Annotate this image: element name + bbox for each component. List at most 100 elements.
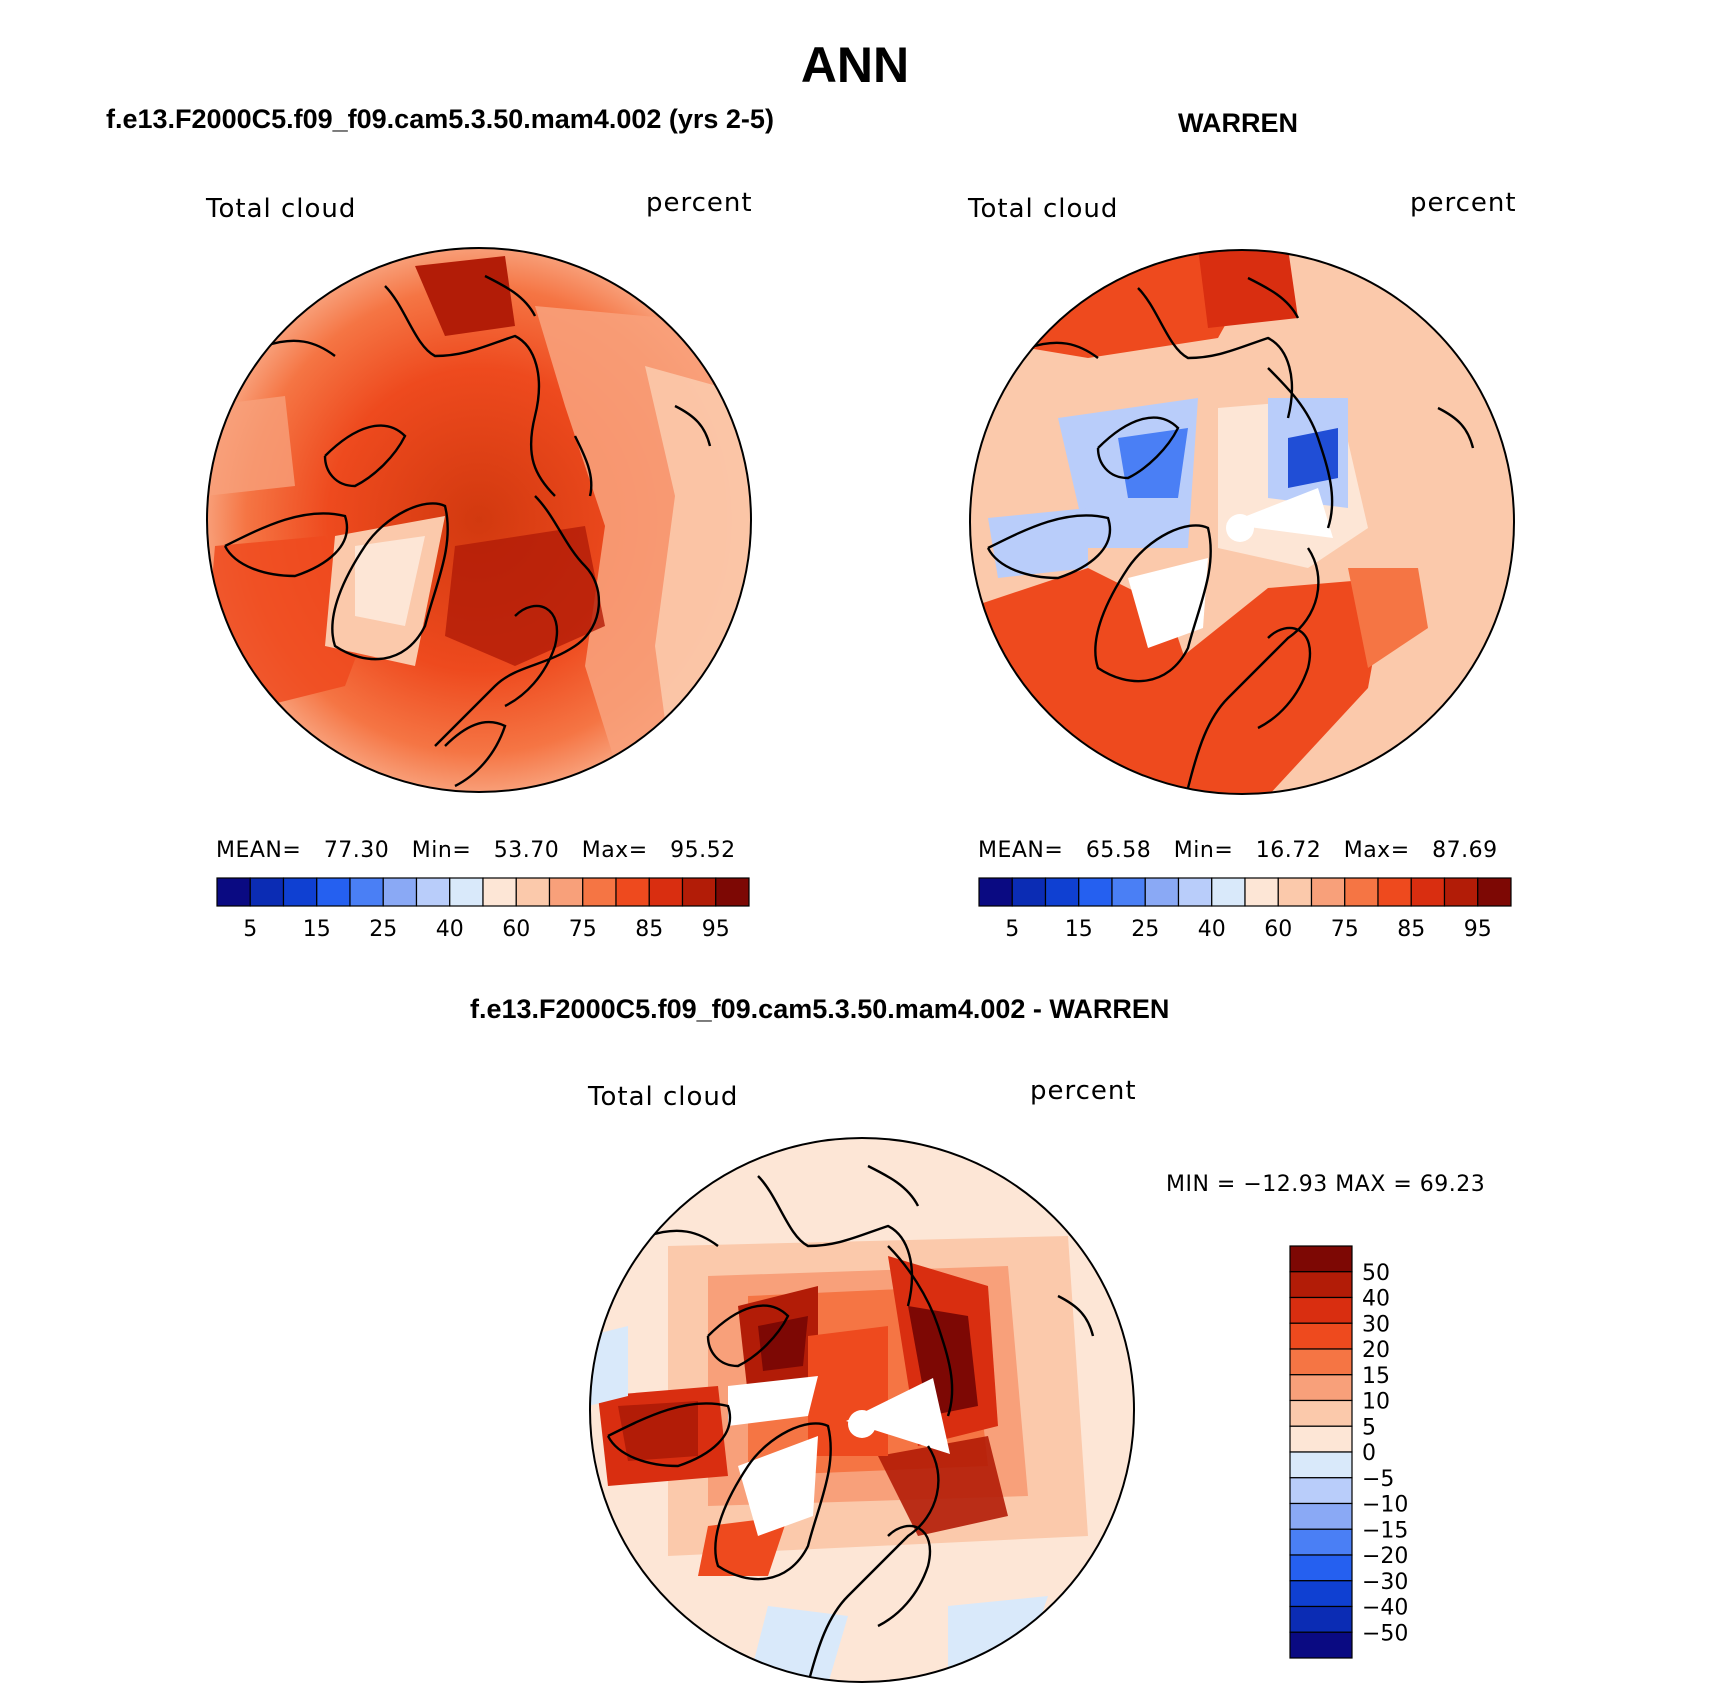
colorbar-swatch [1289, 1271, 1353, 1299]
colorbar-swatch [1289, 1374, 1353, 1402]
colorbar-swatch [1144, 877, 1180, 907]
colorbar-tick-label: 95 [702, 917, 730, 942]
colorbar-tick-label: 40 [436, 917, 464, 942]
colorbar-tick-label: 85 [635, 917, 663, 942]
colorbar-swatch [1289, 1528, 1353, 1556]
colorbar-swatch [1289, 1348, 1353, 1376]
colorbar-tick-label: 30 [1362, 1312, 1390, 1337]
colorbar-swatch [316, 877, 351, 907]
map-diff [589, 1137, 1135, 1683]
panel-diff-left-label: Total cloud [588, 1082, 739, 1112]
colorbar-swatch [1211, 877, 1246, 907]
max-value: 87.69 [1432, 838, 1498, 863]
colorbar-tick-label: 5 [1362, 1415, 1376, 1440]
colorbar-tick-label: −15 [1362, 1518, 1408, 1543]
colorbar-swatch [1289, 1554, 1353, 1582]
colorbar-tick-label: 25 [369, 917, 397, 942]
colorbar-obs: 5 15 25 40 60 75 85 95 [978, 877, 1512, 942]
colorbar-tick-label: 15 [1065, 917, 1093, 942]
min-value: 16.72 [1255, 838, 1322, 863]
colorbar-swatch [648, 877, 684, 907]
panel-diff-case-title: f.e13.F2000C5.f09_f09.cam5.3.50.mam4.002… [470, 994, 1170, 1024]
colorbar-swatch [1011, 877, 1047, 907]
colorbar-tick-label: 85 [1397, 917, 1425, 942]
colorbar-tick-label: −5 [1362, 1467, 1394, 1492]
colorbar-swatch [1289, 1399, 1353, 1427]
colorbar-swatch [349, 877, 384, 907]
panel-obs-right-label: percent [1410, 188, 1517, 218]
colorbar-tick-label: 25 [1131, 917, 1159, 942]
panel-diff-right-label: percent [1030, 1076, 1137, 1106]
colorbar-swatch [449, 877, 484, 907]
colorbar-tick-label: 20 [1362, 1338, 1390, 1363]
colorbar-tick-label: −50 [1362, 1621, 1408, 1646]
colorbar-tick-label: 75 [1331, 917, 1359, 942]
colorbar-swatch [249, 877, 285, 907]
colorbar-swatch [1377, 877, 1412, 907]
colorbar-swatch [1289, 1477, 1353, 1505]
colorbar-tick-label: 10 [1362, 1390, 1390, 1415]
colorbar-swatch [1289, 1425, 1353, 1453]
mean-value: 65.58 [1085, 838, 1152, 863]
colorbar-swatch [482, 877, 517, 907]
colorbar-tick-label: 60 [1264, 917, 1292, 942]
colorbar-swatch [282, 877, 318, 907]
mean-label: MEAN= [216, 838, 302, 863]
colorbar-swatch [1289, 1451, 1353, 1479]
colorbar-swatch [216, 877, 251, 907]
colorbar-swatch [415, 877, 451, 907]
colorbar-swatch [1111, 877, 1146, 907]
colorbar-tick-label: 5 [243, 917, 257, 942]
panel-model-right-label: percent [646, 188, 753, 218]
min-label: Min= [1173, 838, 1234, 863]
colorbar-model: 5 15 25 40 60 75 85 95 [216, 877, 750, 942]
panel-obs-case-title: WARREN [1178, 108, 1298, 138]
colorbar-tick-label: 40 [1198, 917, 1226, 942]
colorbar-tick-label: −20 [1362, 1544, 1408, 1569]
colorbar-swatch [715, 877, 750, 907]
colorbar-swatch [978, 877, 1013, 907]
figure-title: ANN [800, 37, 910, 93]
colorbar-tick-label: 0 [1362, 1441, 1376, 1466]
colorbar-swatch [382, 877, 418, 907]
colorbar-tick-label: −40 [1362, 1596, 1408, 1621]
colorbar-swatch [1277, 877, 1313, 907]
colorbar-swatch [1289, 1502, 1353, 1530]
max-label: Max= [1343, 838, 1410, 863]
colorbar-tick-label: 60 [502, 917, 530, 942]
colorbar-tick-label: 75 [569, 917, 597, 942]
colorbar-swatch [582, 877, 617, 907]
colorbar-swatch [1289, 1322, 1353, 1350]
colorbar-swatch [1289, 1605, 1353, 1633]
min-value: 53.70 [493, 838, 560, 863]
min-label: Min= [411, 838, 472, 863]
colorbar-swatch [1289, 1245, 1353, 1273]
colorbar-swatch [1344, 877, 1379, 907]
map-obs [969, 249, 1515, 795]
panel-diff-minmax: MIN = −12.93 MAX = 69.23 [1166, 1172, 1486, 1197]
colorbar-swatch [1443, 877, 1479, 907]
colorbar-swatch [548, 877, 584, 907]
map-model [206, 247, 752, 793]
colorbar-swatch [1310, 877, 1346, 907]
colorbar-tick-label: −10 [1362, 1493, 1408, 1518]
max-value: 95.52 [670, 838, 736, 863]
panel-obs-stats: MEAN= 65.58 Min= 16.72 Max= 87.69 [978, 838, 1498, 863]
panel-model-left-label: Total cloud [206, 194, 357, 224]
colorbar-swatch [1244, 877, 1279, 907]
colorbar-swatch [1410, 877, 1446, 907]
mean-value: 77.30 [323, 838, 390, 863]
panel-model-stats: MEAN= 77.30 Min= 53.70 Max= 95.52 [216, 838, 736, 863]
colorbar-swatch [1289, 1631, 1353, 1659]
colorbar-tick-label: 15 [1362, 1364, 1390, 1389]
colorbar-swatch [1078, 877, 1113, 907]
colorbar-swatch [1477, 877, 1512, 907]
mean-label: MEAN= [978, 838, 1064, 863]
colorbar-swatch [1289, 1296, 1353, 1324]
colorbar-swatch [1177, 877, 1213, 907]
colorbar-swatch [681, 877, 717, 907]
max-label: Max= [581, 838, 648, 863]
colorbar-tick-label: −30 [1362, 1570, 1408, 1595]
colorbar-swatch [1289, 1580, 1353, 1608]
